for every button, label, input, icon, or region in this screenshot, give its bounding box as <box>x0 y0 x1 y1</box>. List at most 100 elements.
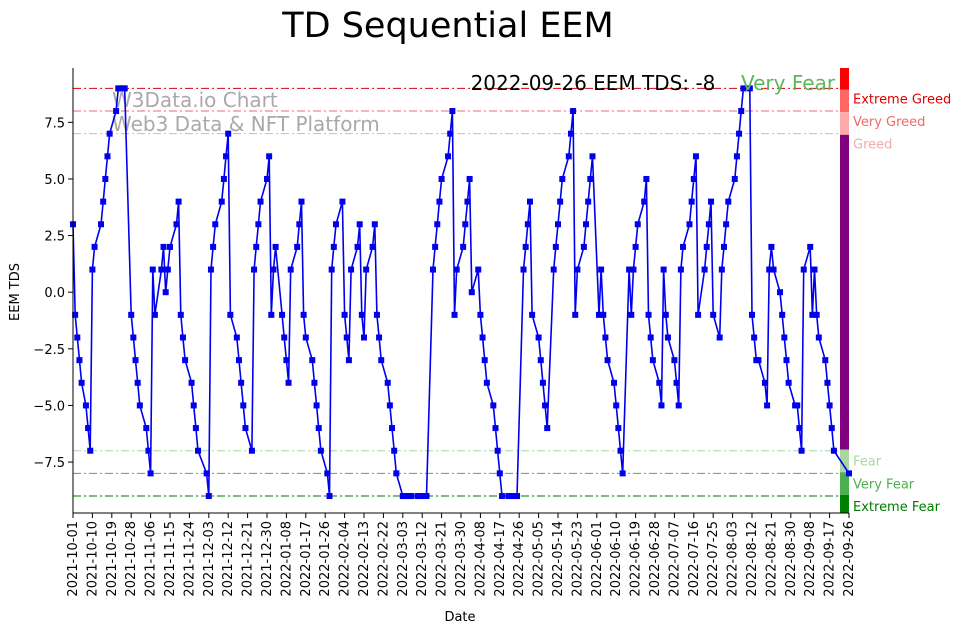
data-point <box>785 379 792 386</box>
data-point <box>136 402 143 409</box>
data-point <box>106 130 113 137</box>
data-point <box>690 175 697 182</box>
data-point <box>695 311 702 318</box>
data-point <box>660 266 667 273</box>
data-point <box>251 266 258 273</box>
data-point <box>279 311 286 318</box>
data-point <box>332 221 339 228</box>
data-point <box>464 198 471 205</box>
x-tick-label: 2022-08-30 <box>784 521 799 597</box>
data-point <box>348 266 355 273</box>
data-point <box>72 311 79 318</box>
data-point <box>828 425 835 432</box>
data-point <box>738 108 745 115</box>
x-tick-label: 2022-07-16 <box>687 521 702 597</box>
data-point <box>147 470 154 477</box>
data-point <box>764 402 771 409</box>
data-point <box>177 311 184 318</box>
data-point <box>565 153 572 160</box>
data-point <box>468 289 475 296</box>
y-tick-label: 5.0 <box>44 173 65 188</box>
data-point <box>268 311 275 318</box>
data-point <box>296 221 303 228</box>
data-point <box>451 311 458 318</box>
data-point <box>807 243 814 250</box>
data-point <box>626 266 633 273</box>
data-point <box>796 425 803 432</box>
data-point <box>770 266 777 273</box>
data-point <box>345 357 352 364</box>
zone-label-greed: Greed <box>853 138 892 153</box>
data-point <box>731 175 738 182</box>
data-point <box>733 153 740 160</box>
data-point <box>281 334 288 341</box>
data-point <box>460 243 467 250</box>
data-point <box>628 311 635 318</box>
data-point <box>604 357 611 364</box>
x-tick-label: 2022-08-21 <box>764 521 779 597</box>
data-point <box>619 470 626 477</box>
data-point <box>158 266 165 273</box>
data-point <box>542 402 549 409</box>
x-tick-label: 2022-02-04 <box>338 521 353 597</box>
data-point <box>813 311 820 318</box>
data-point <box>207 266 214 273</box>
headline-status: Very Fear <box>741 71 836 95</box>
x-axis-label: Date <box>444 610 475 625</box>
data-point <box>309 357 316 364</box>
data-point <box>145 447 152 454</box>
data-point <box>494 447 501 454</box>
x-tick-label: 2022-05-14 <box>551 521 566 597</box>
data-point <box>143 425 150 432</box>
data-point <box>121 85 128 92</box>
data-point <box>173 221 180 228</box>
data-point <box>192 425 199 432</box>
x-tick-label: 2021-10-10 <box>85 521 100 597</box>
x-tick-label: 2022-05-05 <box>532 521 547 597</box>
data-point <box>692 153 699 160</box>
x-tick-label: 2022-01-08 <box>279 521 294 597</box>
data-point <box>233 334 240 341</box>
data-point <box>462 221 469 228</box>
data-point <box>74 334 81 341</box>
series-line <box>72 87 850 497</box>
data-point <box>800 266 807 273</box>
data-point <box>723 221 730 228</box>
data-point <box>479 334 486 341</box>
data-point <box>302 334 309 341</box>
data-point <box>205 493 212 500</box>
data-point <box>311 379 318 386</box>
data-point <box>688 198 695 205</box>
data-point <box>389 425 396 432</box>
data-point <box>449 108 456 115</box>
data-point <box>188 379 195 386</box>
data-point <box>602 334 609 341</box>
data-point <box>369 243 376 250</box>
data-point <box>544 425 551 432</box>
data-point <box>160 243 167 250</box>
data-point <box>718 266 725 273</box>
data-point <box>313 402 320 409</box>
data-point <box>341 311 348 318</box>
data-point <box>708 198 715 205</box>
data-point <box>190 402 197 409</box>
data-point <box>294 243 301 250</box>
data-point <box>570 108 577 115</box>
reference-lines <box>73 87 841 497</box>
data-point <box>520 266 527 273</box>
data-point <box>781 334 788 341</box>
data-point <box>598 266 605 273</box>
x-tick-label: 2021-10-28 <box>124 521 139 597</box>
data-point <box>641 198 648 205</box>
x-tick-label: 2022-08-12 <box>745 521 760 597</box>
data-point <box>822 357 829 364</box>
data-point <box>175 198 182 205</box>
sentiment-segment-2 <box>840 112 849 135</box>
data-point <box>87 447 94 454</box>
data-point <box>830 447 837 454</box>
data-point <box>328 266 335 273</box>
y-tick-label: 7.5 <box>44 116 65 131</box>
data-point <box>583 221 590 228</box>
x-tick-label: 2022-04-08 <box>473 521 488 597</box>
x-tick-label: 2022-02-13 <box>357 521 372 597</box>
